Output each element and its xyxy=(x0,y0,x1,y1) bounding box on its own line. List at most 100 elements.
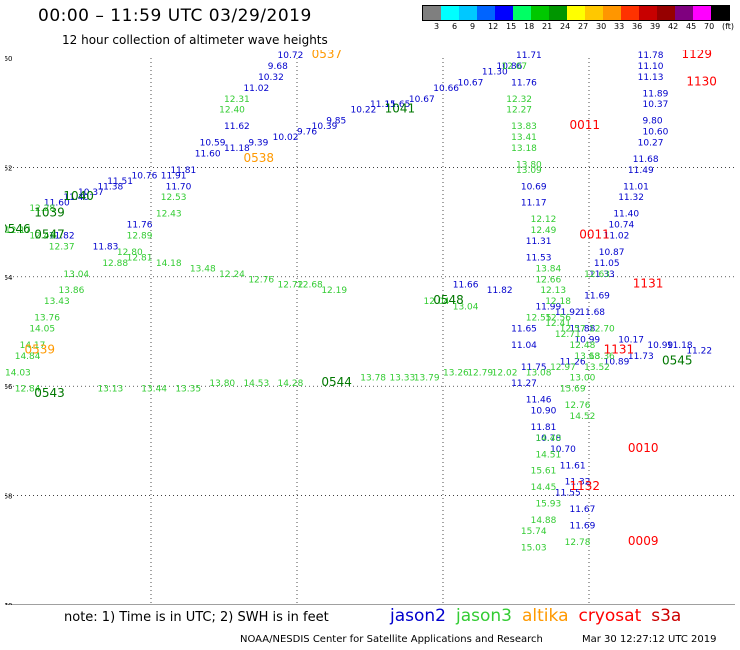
color-scale-label: 9 xyxy=(470,22,476,31)
color-scale-label: 45 xyxy=(686,22,697,31)
swh-value-jason3: 12.81 xyxy=(127,253,153,263)
swh-value-jason3: 12.37 xyxy=(49,242,75,252)
color-swatch xyxy=(711,6,729,20)
swh-value-jason2: 10.76 xyxy=(132,171,158,181)
swh-value-jason3: 14.03 xyxy=(5,368,31,378)
color-swatch xyxy=(567,6,585,20)
swh-value-jason2: 11.27 xyxy=(511,379,537,389)
swh-value-jason2: 11.69 xyxy=(584,292,610,302)
swh-value-jason3: 12.28 xyxy=(29,204,55,214)
color-scale-labels: 3 6 9 12 15 18 21 24 27 30 33 36 39 42 45 70 (ft) xyxy=(422,22,734,34)
swh-value-jason2: 10.67 xyxy=(458,78,484,88)
color-swatch xyxy=(549,6,567,20)
swh-value-jason2: 10.02 xyxy=(273,133,299,143)
swh-value-jason2: 11.67 xyxy=(570,505,596,515)
swh-value-jason3: 13.13 xyxy=(97,385,123,395)
color-scale-label: 42 xyxy=(668,22,679,31)
swh-value-jason2: 11.68 xyxy=(633,155,659,165)
swh-value-jason2: 10.39 xyxy=(312,122,338,132)
swh-value-jason3: 12.89 xyxy=(127,232,153,242)
swh-value-jason3: 14.53 xyxy=(243,379,269,389)
swh-value-jason2: 10.17 xyxy=(618,335,644,345)
page-title: 00:00 – 11:59 UTC 03/29/2019 xyxy=(38,6,312,26)
swh-value-jason2: 11.73 xyxy=(628,352,654,362)
color-swatch xyxy=(459,6,477,20)
pass-time-label: 0538 xyxy=(243,151,274,165)
swh-value-jason2: 11.46 xyxy=(526,396,552,406)
swh-value-jason3: 13.78 xyxy=(360,374,386,384)
pass-time-label: 1131 xyxy=(604,342,635,356)
color-swatch xyxy=(495,6,513,20)
swh-value-jason3: 12.19 xyxy=(321,286,347,296)
swh-value-jason2: 11.01 xyxy=(623,182,649,192)
swh-value-jason3: 12.88 xyxy=(102,259,128,269)
lat-tick-label: -68 xyxy=(5,493,12,501)
swh-value-jason3: 15.61 xyxy=(531,467,557,477)
footer-note: note: 1) Time is in UTC; 2) SWH is in fe… xyxy=(64,610,329,625)
swh-value-jason2: 11.65 xyxy=(385,100,411,110)
swh-value-jason3: 13.86 xyxy=(59,286,85,296)
swh-value-jason2: 9.76 xyxy=(297,128,317,138)
pass-time-label: 0548 xyxy=(433,293,464,307)
swh-value-jason3: 12.04 xyxy=(424,297,450,307)
swh-value-jason3: 12.63 xyxy=(584,270,610,280)
color-swatch xyxy=(603,6,621,20)
color-scale-label: 30 xyxy=(596,22,607,31)
pass-time-label: 0539 xyxy=(24,342,55,356)
generated-timestamp: Mar 30 12:27:12 UTC 2019 xyxy=(582,634,717,645)
swh-value-jason2: 11.89 xyxy=(643,89,669,99)
swh-value-jason3: 15.69 xyxy=(560,385,586,395)
swh-value-jason2: 9.68 xyxy=(268,62,288,72)
pass-time-label: 0543 xyxy=(34,386,65,400)
color-swatch xyxy=(657,6,675,20)
pass-time-label: 1130 xyxy=(686,74,717,88)
swh-value-jason2: 11.15 xyxy=(370,100,396,110)
swh-value-jason3: 14.52 xyxy=(570,412,596,422)
swh-value-jason2: 11.91 xyxy=(161,171,187,181)
swh-value-jason2: 11.18 xyxy=(667,341,693,351)
lat-tick-label: -62 xyxy=(5,164,12,172)
swh-value-jason2: 11.55 xyxy=(555,489,581,499)
color-swatch xyxy=(621,6,639,20)
swh-value-jason2: 11.78 xyxy=(638,51,664,61)
swh-value-jason3: 12.76 xyxy=(248,275,274,285)
color-scale-label: 24 xyxy=(560,22,571,31)
swh-value-jason2: 10.27 xyxy=(638,139,664,149)
pass-time-label: 1041 xyxy=(385,102,416,116)
swh-value-jason3: 12.78 xyxy=(565,538,591,548)
color-scale-bar xyxy=(422,5,730,21)
swh-value-jason3: 12.13 xyxy=(540,286,566,296)
color-swatch xyxy=(675,6,693,20)
color-swatch xyxy=(423,6,441,20)
page-subtitle: 12 hour collection of altimeter wave hei… xyxy=(62,33,328,47)
swh-value-jason2: 11.60 xyxy=(195,149,221,159)
swh-value-jason2: 11.31 xyxy=(526,237,552,247)
swh-value-jason3: 12.41 xyxy=(545,319,571,329)
lat-tick-label: -66 xyxy=(5,383,13,391)
swh-value-jason2: 9.80 xyxy=(643,117,663,127)
swh-value-jason3: 12.55 xyxy=(526,314,552,324)
swh-value-jason2: 11.62 xyxy=(224,122,250,132)
color-scale-label: 18 xyxy=(524,22,535,31)
legend-entry-s3a: s3a xyxy=(651,606,682,626)
swh-value-jason3: 12.18 xyxy=(545,297,571,307)
color-scale-label: 33 xyxy=(614,22,625,31)
swh-value-jason3: 12.48 xyxy=(570,341,596,351)
swh-value-jason3: 13.08 xyxy=(526,368,552,378)
swh-value-jason2: 11.82 xyxy=(487,286,513,296)
swh-value-jason3: 12.71 xyxy=(555,330,581,340)
swh-value-jason3: 13.35 xyxy=(175,385,201,395)
swh-value-jason3: 15.74 xyxy=(521,527,547,537)
swh-value-jason2: 11.26 xyxy=(560,357,586,367)
swh-value-jason2: 11.51 xyxy=(107,177,133,187)
swh-value-jason2: 11.81 xyxy=(531,423,557,433)
wave-height-map: 165168171-174177-60-62-64-66-68-7010.729… xyxy=(5,50,735,605)
swh-value-jason3: 13.79 xyxy=(414,374,440,384)
swh-value-jason3: 13.44 xyxy=(141,385,167,395)
color-scale-label: 27 xyxy=(578,22,589,31)
swh-value-jason2: 11.53 xyxy=(526,253,552,263)
swh-value-jason2: 11.04 xyxy=(511,341,537,351)
swh-value-jason2: 9.39 xyxy=(248,139,268,149)
swh-value-jason2: 11.33 xyxy=(589,270,615,280)
swh-value-jason2: 11.99 xyxy=(535,303,561,313)
